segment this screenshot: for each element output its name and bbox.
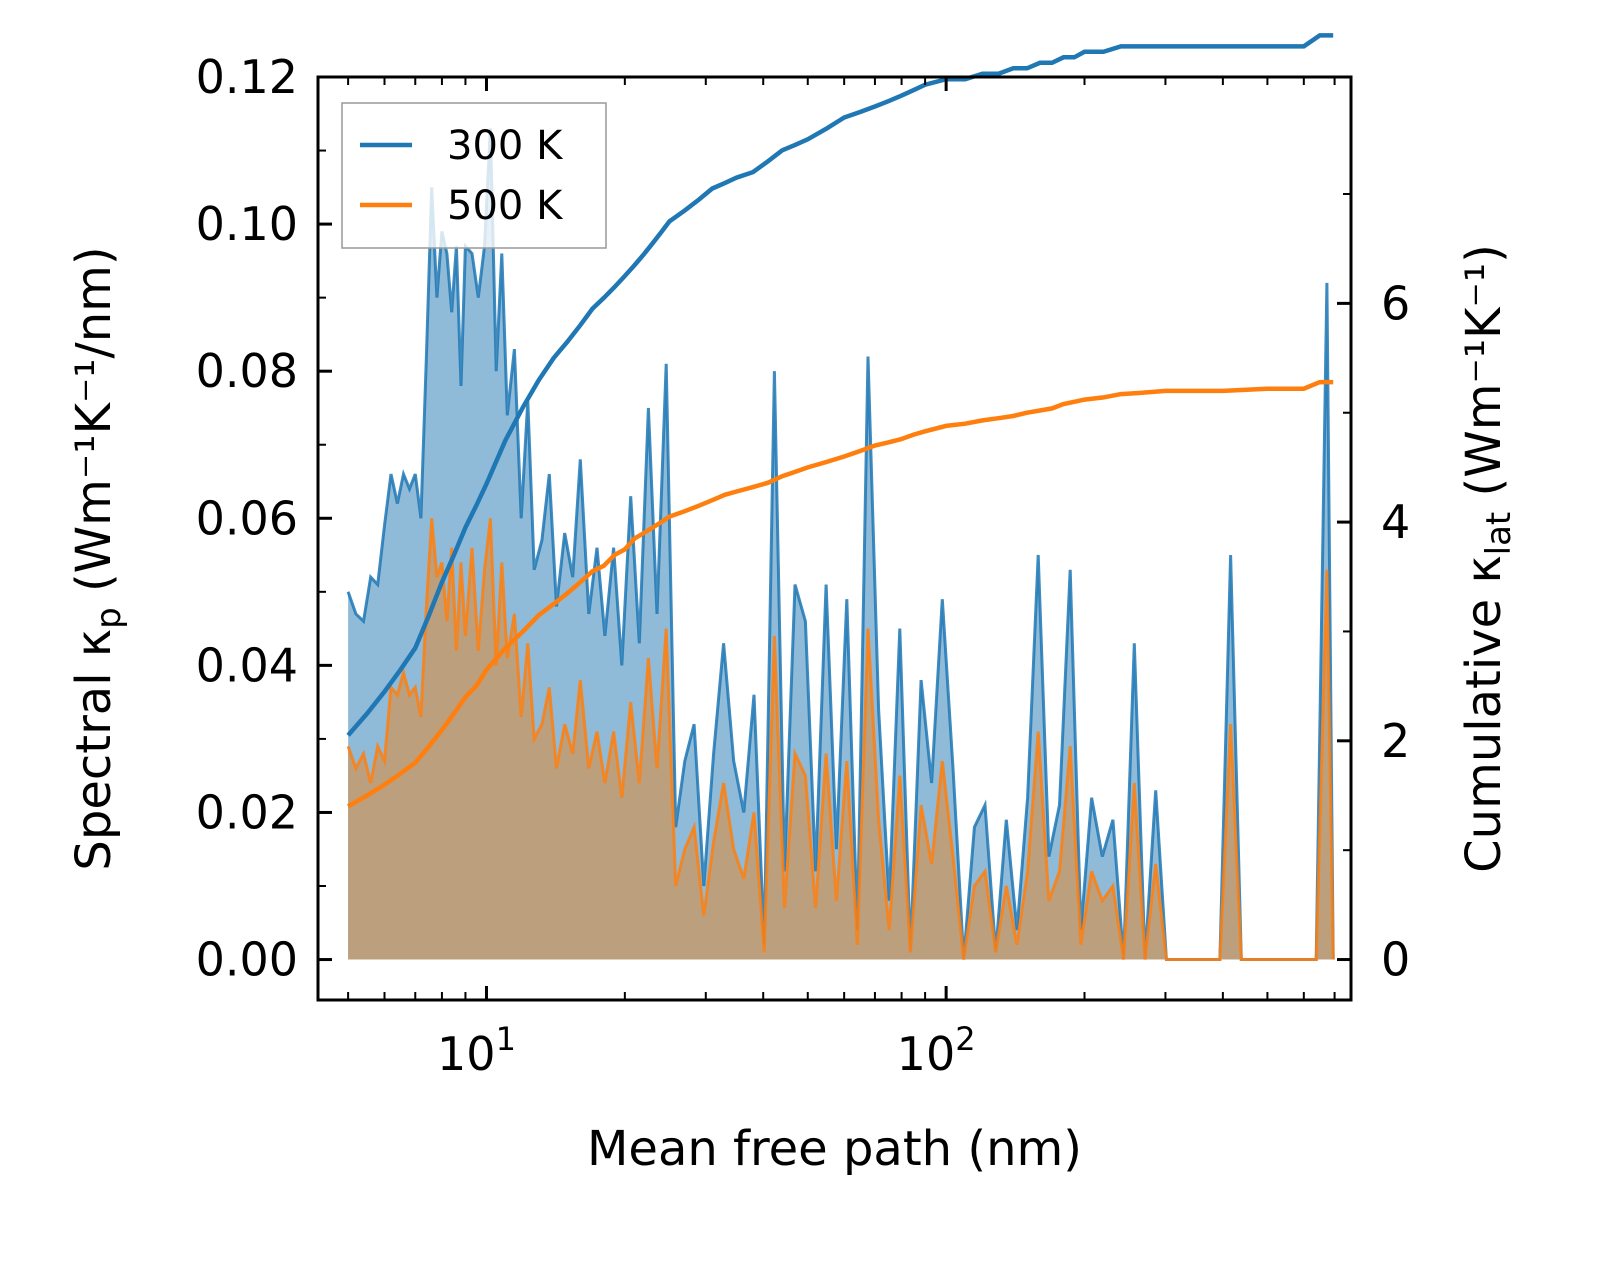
y-right-tick-label: 4 (1381, 495, 1410, 549)
y-left-tick-label: 0.02 (196, 785, 298, 839)
y-left-tick-label: 0.12 (196, 50, 298, 104)
axes: 0.00 0.02 0.04 0.06 0.08 0.10 0.12 0 2 4 6 101 102 (196, 50, 1411, 1081)
y-right-title-sub: lat (1479, 512, 1519, 556)
y-left-tick-label: 0.04 (196, 638, 298, 692)
spectral-area-500k (348, 518, 1334, 960)
y-right-title-prefix: Cumulative κ (1456, 555, 1512, 873)
y-left-tick-label: 0.00 (196, 933, 298, 987)
x-axis-title: Mean free path (nm) (587, 1121, 1082, 1177)
y-right-tick-label: 2 (1381, 714, 1410, 768)
y-left-title-units: (Wm⁻¹K⁻¹/nm) (66, 246, 122, 607)
x-tick-label: 102 (897, 1020, 976, 1081)
y-right-tick-label: 6 (1381, 276, 1410, 330)
y-right-tick-label: 0 (1381, 933, 1410, 987)
cumulative-line-500k (346, 379, 1334, 809)
y-left-tick-label: 0.06 (196, 491, 298, 545)
legend: 300 K 500 K (341, 102, 607, 249)
spectral-line-500k (346, 518, 1335, 961)
legend-label: 300 K (447, 123, 564, 169)
y-axis-right-title: Cumulative κlat (Wm⁻¹K⁻¹) (1456, 244, 1519, 873)
legend-frame (341, 102, 607, 249)
y-left-title-sub: p (89, 607, 129, 629)
x-tick-label: 101 (437, 1020, 516, 1081)
y-right-title-units: (Wm⁻¹K⁻¹) (1456, 244, 1512, 512)
y-left-tick-label: 0.08 (196, 344, 298, 398)
y-axis-left-title: Spectral κp (Wm⁻¹K⁻¹/nm) (66, 246, 129, 870)
y-left-tick-label: 0.10 (196, 197, 298, 251)
spectral-line-300k (346, 128, 1335, 961)
cumulative-line-300k (346, 33, 1334, 737)
y-left-title-prefix: Spectral κ (66, 629, 122, 871)
plot-area (346, 33, 1335, 961)
legend-label: 500 K (447, 183, 564, 229)
plot-frame (316, 75, 1353, 1002)
